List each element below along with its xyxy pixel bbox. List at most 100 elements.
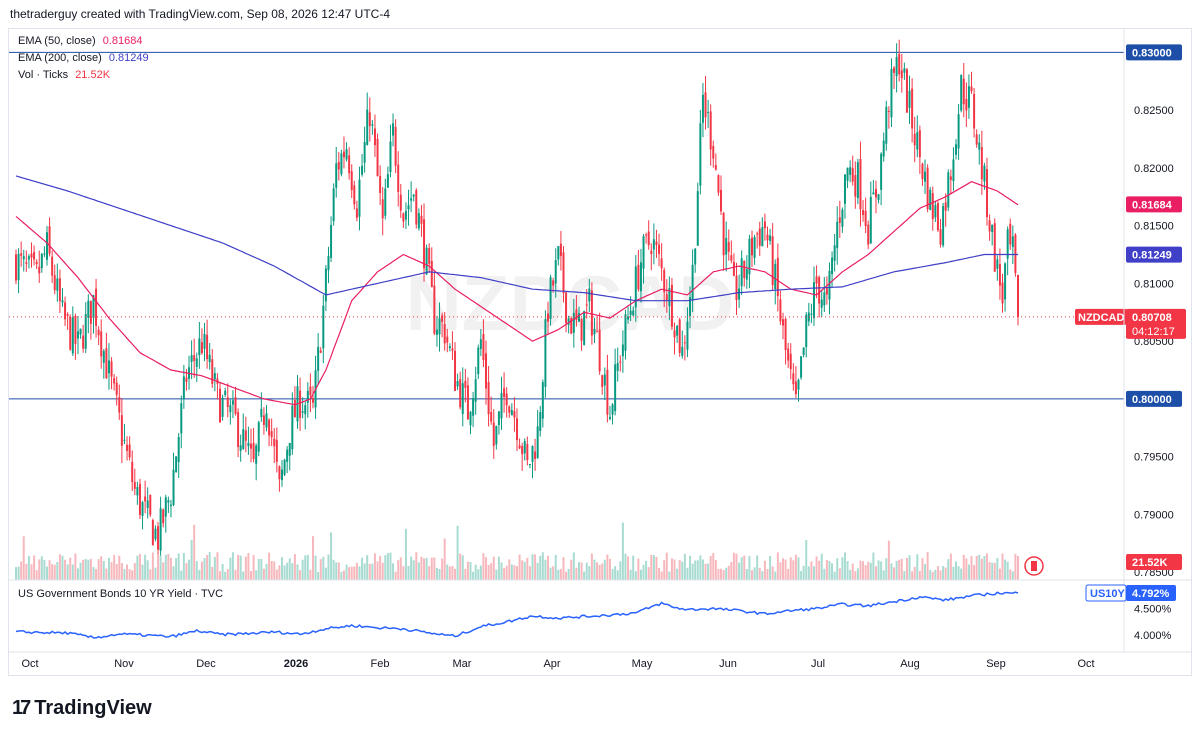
- x-tick-label: Feb: [371, 658, 390, 670]
- volume-bar: [947, 559, 950, 580]
- volume-bar: [291, 563, 294, 580]
- candle-body: [683, 342, 686, 344]
- volume-bar: [942, 566, 945, 580]
- candle-body: [606, 369, 609, 415]
- volume-bar: [841, 557, 844, 580]
- lower-pane-title[interactable]: US Government Bonds 10 YR Yield · TVC: [18, 588, 223, 600]
- volume-bar: [159, 555, 162, 580]
- volume-bar: [686, 567, 689, 580]
- volume-bar: [1017, 556, 1019, 580]
- candle-body: [425, 247, 428, 275]
- volume-bar: [970, 556, 973, 580]
- volume-bar: [425, 557, 428, 580]
- volume-bar: [869, 562, 872, 580]
- volume-bar: [311, 536, 314, 580]
- volume-bar: [461, 555, 464, 580]
- candle-body: [348, 155, 351, 174]
- volume-bar: [82, 559, 85, 580]
- candle-body: [410, 198, 413, 201]
- volume-bar: [175, 558, 178, 580]
- candle-body: [361, 165, 364, 175]
- volume-bar: [301, 559, 304, 580]
- volume-bar: [64, 559, 67, 580]
- candle-body: [810, 313, 813, 315]
- candle-body: [854, 175, 857, 197]
- volume-bar: [738, 562, 741, 580]
- candle-body: [492, 422, 495, 446]
- legend-volume[interactable]: Vol · Ticks 21.52K: [18, 69, 110, 81]
- candle-body: [802, 347, 805, 355]
- volume-bar: [596, 562, 599, 580]
- volume-bar: [482, 553, 485, 580]
- candle-body: [978, 142, 981, 150]
- volume-bar: [345, 564, 348, 580]
- volume-bar: [495, 569, 498, 580]
- candle-body: [528, 464, 531, 466]
- candle-body: [87, 300, 90, 318]
- tradingview-logo[interactable]: 17 TradingView: [12, 697, 152, 720]
- candle-body: [319, 350, 322, 353]
- volume-bar: [366, 555, 369, 580]
- candle-body: [722, 212, 725, 256]
- volume-bar: [727, 565, 730, 580]
- volume-bar: [231, 552, 234, 580]
- candle-body: [652, 239, 655, 250]
- volume-bar: [926, 552, 929, 580]
- candle-body: [53, 275, 56, 291]
- volume-bar: [593, 559, 596, 580]
- volume-bar: [849, 569, 852, 580]
- candle-body: [942, 206, 945, 246]
- volume-bar: [397, 560, 400, 580]
- volume-bar: [549, 567, 552, 580]
- legend-ema50[interactable]: EMA (50, close) 0.81684: [18, 35, 142, 47]
- x-tick-label: May: [632, 658, 653, 670]
- candle-body: [97, 329, 100, 336]
- volume-bar: [655, 556, 658, 580]
- ema200-line: [15, 175, 1018, 302]
- y-tick-label: 0.81000: [1134, 278, 1174, 290]
- candle-body: [420, 215, 423, 224]
- volume-bar: [368, 563, 371, 580]
- candle-body: [658, 244, 661, 255]
- candle-body: [345, 149, 348, 160]
- candle-body: [56, 278, 59, 291]
- volume-bar: [87, 559, 90, 580]
- candle-body: [771, 236, 774, 286]
- candle-body: [882, 140, 885, 157]
- candle-body: [273, 438, 276, 447]
- candle-body: [105, 348, 108, 379]
- volume-bar: [838, 568, 841, 580]
- candle-body: [482, 334, 485, 360]
- candle-body: [38, 266, 41, 274]
- candle-body: [278, 466, 281, 480]
- candle-body: [358, 179, 361, 217]
- volume-bar: [66, 564, 69, 580]
- volume-bar: [399, 557, 402, 580]
- volume-bar: [89, 558, 92, 580]
- volume-bar: [634, 571, 637, 580]
- candle-body: [203, 333, 206, 349]
- volume-bar: [991, 562, 994, 580]
- candle-body: [794, 381, 797, 395]
- volume-bar: [237, 554, 240, 580]
- candle-body: [373, 128, 376, 146]
- candle-body: [534, 451, 537, 459]
- candle-body: [862, 209, 865, 216]
- legend-ema50-value: 0.81684: [102, 35, 143, 47]
- y-tick-label: 0.82500: [1134, 105, 1174, 117]
- y-tick-label: 0.82000: [1134, 163, 1174, 175]
- volume-bar: [466, 561, 469, 580]
- volume-bar: [22, 536, 25, 580]
- candle-body: [707, 111, 710, 113]
- candle-body: [911, 88, 914, 129]
- volume-bar: [1009, 569, 1012, 580]
- volume-bar: [490, 563, 493, 580]
- volume-bar: [890, 563, 893, 580]
- volume-bar: [379, 555, 382, 580]
- candle-body: [250, 443, 253, 449]
- legend-ema200[interactable]: EMA (200, close) 0.81249: [18, 52, 149, 64]
- volume-bar: [115, 563, 118, 580]
- candle-body: [908, 90, 911, 108]
- candle-body: [967, 86, 970, 108]
